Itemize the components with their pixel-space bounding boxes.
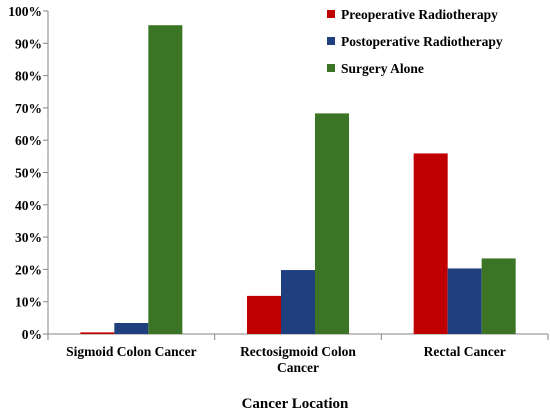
bar-postoperative-radiotherapy bbox=[281, 270, 315, 334]
bars bbox=[80, 25, 516, 335]
y-tick-label: 60% bbox=[15, 133, 42, 148]
x-axis-title: Cancer Location bbox=[242, 396, 349, 412]
y-tick-label: 30% bbox=[15, 230, 42, 245]
bar-preoperative-radiotherapy bbox=[247, 295, 281, 334]
x-category-label: Sigmoid Colon Cancer bbox=[66, 344, 197, 359]
y-tick-label: 90% bbox=[15, 36, 42, 51]
x-category-label: Rectosigmoid Colon Cancer bbox=[240, 344, 356, 375]
y-tick-label: 0% bbox=[22, 327, 42, 342]
bar-postoperative-radiotherapy bbox=[114, 323, 149, 334]
y-tick-label: 100% bbox=[8, 4, 42, 19]
bar-surgery-alone bbox=[148, 25, 183, 334]
y-tick-label: 40% bbox=[15, 198, 42, 213]
y-tick-label: 70% bbox=[15, 101, 42, 116]
x-category-label-line: Rectal Cancer bbox=[424, 344, 506, 359]
y-tick-label: 20% bbox=[15, 262, 42, 277]
y-tick-label: 80% bbox=[15, 69, 42, 84]
x-category-label: Rectal Cancer bbox=[424, 344, 506, 359]
legend-swatch bbox=[327, 10, 335, 18]
bar-surgery-alone bbox=[315, 113, 349, 335]
bar-surgery-alone bbox=[481, 258, 516, 334]
x-category-label-line: Sigmoid Colon Cancer bbox=[66, 344, 197, 359]
x-category-label-line: Rectosigmoid Colon bbox=[240, 344, 356, 359]
x-category-label-line: Cancer bbox=[277, 360, 319, 375]
bar-preoperative-radiotherapy bbox=[413, 153, 448, 334]
bar-preoperative-radiotherapy bbox=[80, 332, 115, 334]
legend-label: Postoperative Radiotherapy bbox=[341, 34, 503, 49]
bar-postoperative-radiotherapy bbox=[447, 268, 482, 334]
axis-labels: 0% 10% 20% 30% 40% 50% 60% 70% 80% 90% 100% Sigmoid… bbox=[8, 4, 505, 375]
legend-swatch bbox=[327, 37, 335, 45]
legend-swatch bbox=[327, 64, 335, 72]
y-tick-label: 10% bbox=[15, 295, 42, 310]
legend-label: Preoperative Radiotherapy bbox=[341, 7, 498, 22]
legend: Preoperative Radiotherapy Postoperative R… bbox=[327, 7, 503, 76]
legend-label: Surgery Alone bbox=[341, 61, 424, 76]
y-tick-label: 50% bbox=[15, 166, 42, 181]
